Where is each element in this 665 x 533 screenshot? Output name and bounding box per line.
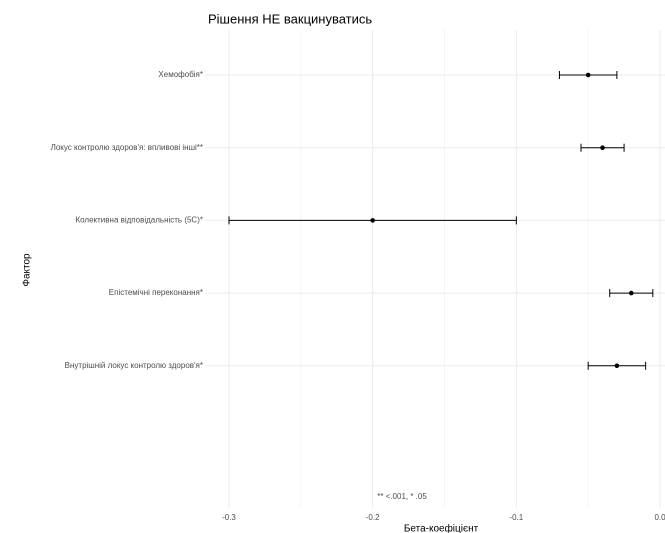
chart-title: Рішення НЕ вакцинуватись (208, 11, 372, 26)
y-tick-label: Локус контролю здоров'я: впливові інші** (51, 143, 203, 152)
x-tick-label: -0.3 (222, 513, 236, 522)
x-axis-title: Бета-коефіцієнт (404, 523, 479, 533)
annotation: ** <.001, * .05 (377, 492, 427, 501)
point (628, 290, 634, 296)
y-tick-label: Епістемічні переконання* (109, 288, 203, 297)
y-tick-label: Внутрішній локус контролю здоров'я* (65, 361, 203, 370)
x-tick-label: -0.2 (366, 513, 380, 522)
y-tick-label: Хемофобія* (158, 70, 203, 79)
point (600, 145, 605, 150)
x-tick-label: 0.0 (654, 513, 665, 522)
point (614, 363, 620, 369)
point (585, 72, 591, 78)
y-tick-label: Колективна відповідальність (5С)* (76, 216, 204, 225)
x-tick-label: -0.1 (509, 513, 523, 522)
y-axis-title: Фактор (22, 253, 33, 287)
point (370, 218, 375, 223)
